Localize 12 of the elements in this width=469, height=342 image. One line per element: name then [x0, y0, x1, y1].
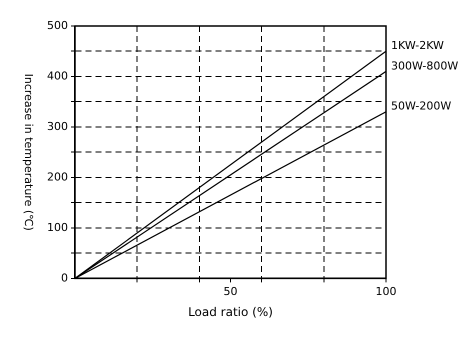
y-axis-title: Increase in temperature (℃) — [22, 74, 36, 231]
series-label: 1KW-2KW — [391, 39, 444, 52]
y-tick-label: 500 — [46, 18, 68, 32]
y-tick-label: 300 — [46, 120, 68, 133]
y-tick-label: 200 — [46, 170, 68, 184]
y-tick-label: 100 — [46, 220, 68, 234]
y-tick-label: 0 — [60, 271, 68, 284]
x-tick-label: 50 — [224, 284, 238, 298]
y-tick-label: 400 — [46, 69, 68, 82]
series-label: 300W-800W — [391, 59, 458, 72]
x-axis-title: Load ratio (%) — [188, 304, 273, 319]
series-label: 50W-200W — [391, 100, 452, 113]
